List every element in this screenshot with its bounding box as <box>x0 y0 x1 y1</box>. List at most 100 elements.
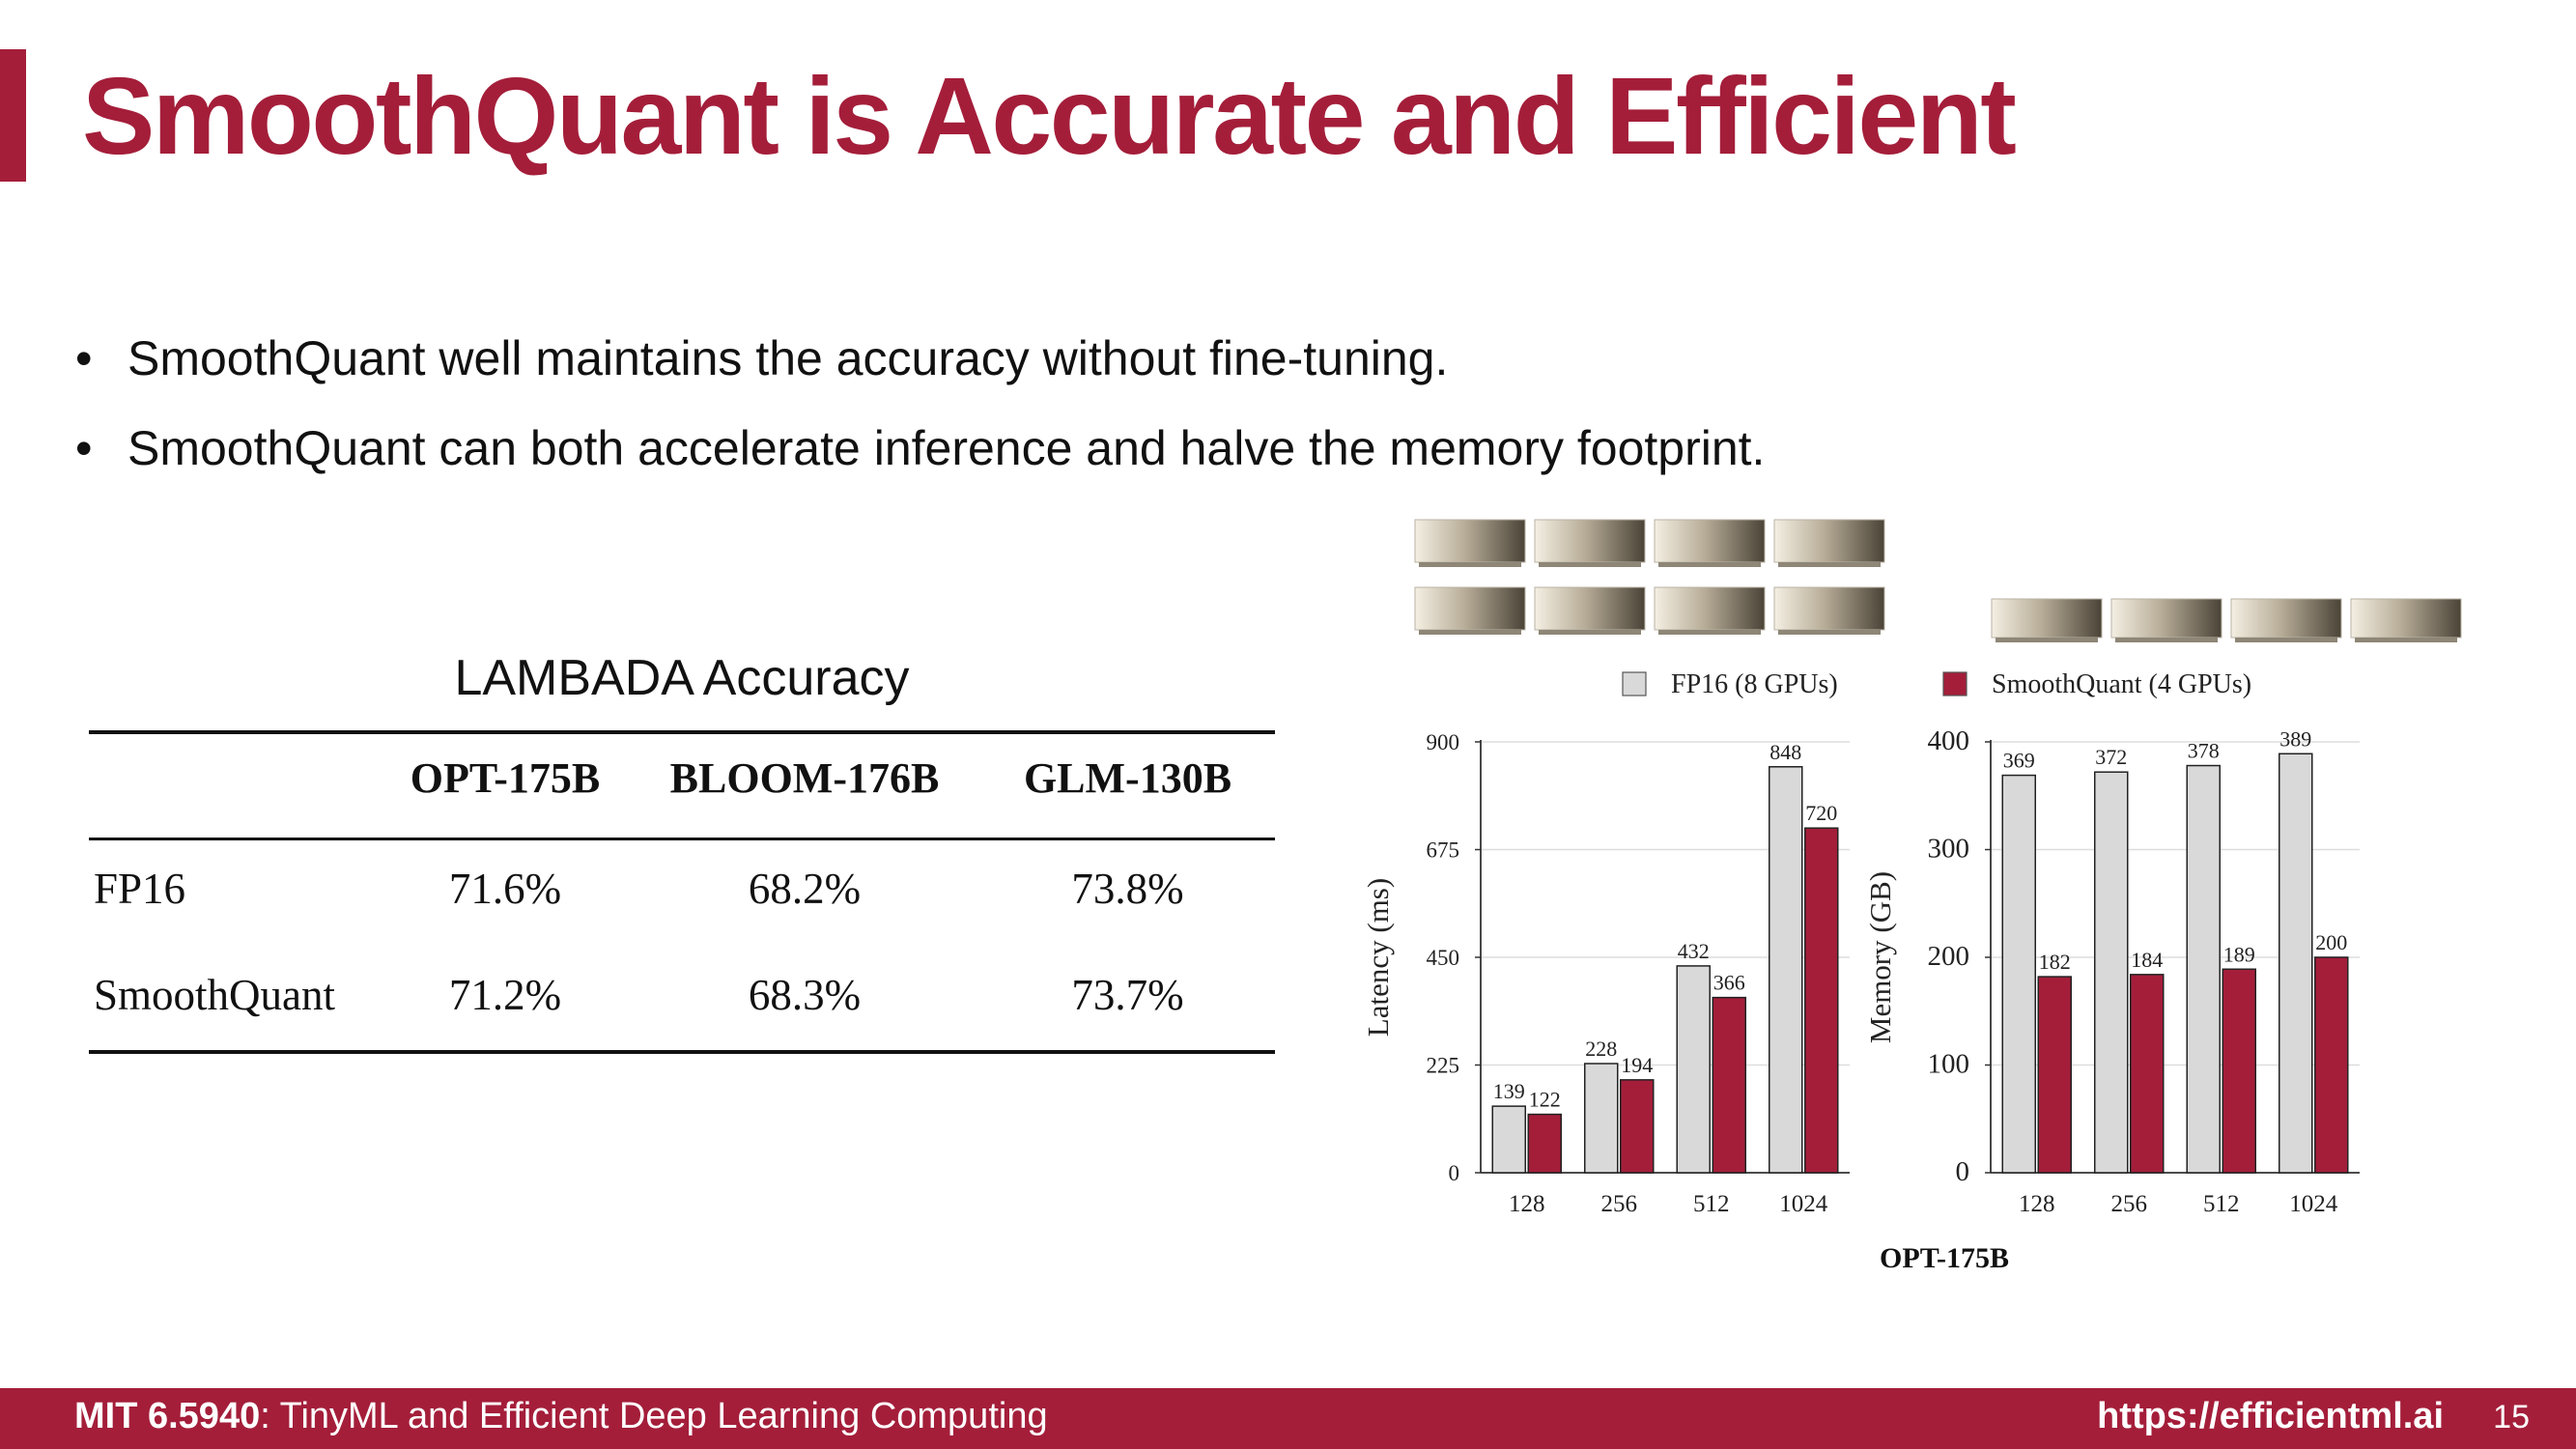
bar-fp16 <box>2186 764 2221 1174</box>
latency-chart: 0 225 450 675 900 Latency (ms) 139 122 128 228194… <box>1361 730 1850 1217</box>
bar-value-label: 182 <box>2039 950 2071 974</box>
x-tick-label: 256 <box>1601 1191 1638 1217</box>
table-cell: 73.7% <box>1071 971 1184 1019</box>
slide-title: SmoothQuant is Accurate and Efficient <box>82 55 2017 177</box>
y-tick-label: 0 <box>1956 1156 1970 1187</box>
bullet-item: SmoothQuant can both accelerate inferenc… <box>75 404 1765 494</box>
bar-smoothquant <box>2222 968 2256 1174</box>
memory-chart: 0 100 200 300 400 Memory (GB) 369 182 128 372 184 2… <box>1863 725 2360 1217</box>
bar-smoothquant <box>1804 827 1839 1174</box>
gpu-card-edge <box>2115 638 2218 642</box>
gpu-card-icon <box>1534 586 1646 631</box>
bar-value-label: 194 <box>1621 1053 1653 1077</box>
table-cell: 68.3% <box>748 971 862 1019</box>
bar-value-label: 369 <box>2003 749 2035 773</box>
y-axis-label: Memory (GB) <box>1863 871 1897 1043</box>
bar-value-label: 378 <box>2188 739 2220 763</box>
table-cell: 71.2% <box>448 971 562 1019</box>
legend-swatch-fp16 <box>1622 671 1647 696</box>
y-tick-label: 200 <box>1928 941 1970 972</box>
gpu-card-edge <box>1419 630 1521 635</box>
gpu-group-fp16-icon <box>1414 519 1885 635</box>
bar-smoothquant <box>2130 974 2165 1174</box>
gpu-card-edge <box>1778 562 1881 567</box>
x-tick-label: 1024 <box>2289 1191 2338 1217</box>
bar-value-label: 389 <box>2279 726 2311 751</box>
gpu-card-icon <box>1654 586 1766 631</box>
table-header-rule <box>89 838 1275 840</box>
x-tick-label: 512 <box>1693 1191 1730 1217</box>
y-tick-label: 900 <box>1427 730 1460 754</box>
bar-fp16 <box>1769 766 1803 1174</box>
bar-smoothquant <box>2314 956 2349 1174</box>
x-tick-label: 512 <box>2203 1191 2240 1217</box>
gpu-card-edge <box>1658 562 1761 567</box>
y-tick-label: 675 <box>1427 838 1460 863</box>
legend-swatch-smoothquant <box>1942 671 1967 696</box>
bar-smoothquant <box>1527 1113 1562 1174</box>
table-cell: 71.6% <box>448 865 562 913</box>
bar-fp16 <box>1676 965 1711 1174</box>
bar-smoothquant <box>1620 1079 1655 1174</box>
bar-value-label: 848 <box>1769 740 1801 764</box>
footer-bar <box>0 1388 2576 1449</box>
bar-smoothquant <box>2037 976 2072 1174</box>
bar-value-label: 122 <box>1529 1088 1561 1112</box>
bar-value-label: 228 <box>1585 1037 1617 1061</box>
table-column-header: BLOOM-176B <box>669 754 940 802</box>
x-tick-label: 256 <box>2111 1191 2148 1217</box>
table-cell: 73.8% <box>1071 865 1184 913</box>
legend-label-smoothquant: SmoothQuant (4 GPUs) <box>1992 669 2251 699</box>
gpu-card-icon <box>2230 598 2342 639</box>
y-tick-label: 225 <box>1427 1054 1460 1078</box>
table-top-rule <box>89 730 1275 734</box>
bar-fp16 <box>2094 771 2129 1174</box>
y-tick-label: 400 <box>1928 725 1970 756</box>
bar-fp16 <box>1584 1063 1619 1174</box>
table-bottom-rule <box>89 1050 1275 1054</box>
y-axis-label: Latency (ms) <box>1361 878 1395 1037</box>
gpu-card-icon <box>2110 598 2222 639</box>
footer-course: MIT 6.5940: TinyML and Efficient Deep Le… <box>74 1396 1048 1437</box>
table-column-header: GLM-130B <box>1023 754 1232 802</box>
gpu-card-edge <box>1539 562 1641 567</box>
bar-value-label: 372 <box>2095 745 2127 769</box>
title-accent-bar <box>0 49 26 182</box>
gpu-card-icon <box>1773 586 1885 631</box>
bar-value-label: 184 <box>2131 948 2163 972</box>
gpu-card-icon <box>1414 586 1526 631</box>
bar-smoothquant <box>1712 996 1746 1174</box>
gpu-card-edge <box>1996 638 2098 642</box>
footer-course-code: MIT 6.5940 <box>74 1396 261 1436</box>
y-tick-label: 450 <box>1427 946 1460 970</box>
bar-value-label: 432 <box>1678 939 1710 963</box>
footer-url[interactable]: https://efficientml.ai <box>2097 1396 2444 1436</box>
bar-fp16 <box>2001 774 2036 1174</box>
chart-legend: FP16 (8 GPUs) SmoothQuant (4 GPUs) <box>1622 669 2251 699</box>
gpu-card-icon <box>1773 519 1885 563</box>
x-tick-label: 128 <box>1509 1191 1545 1217</box>
gpu-card-icon <box>2350 598 2462 639</box>
gpu-card-icon <box>1534 519 1646 563</box>
gpu-card-edge <box>1539 630 1641 635</box>
table-row-label: SmoothQuant <box>94 971 336 1019</box>
page-number: 15 <box>2493 1399 2530 1435</box>
bar-fp16 <box>2279 753 2313 1174</box>
bar-value-label: 200 <box>2315 930 2347 954</box>
bullet-item: SmoothQuant well maintains the accuracy … <box>75 314 1765 404</box>
gpu-card-edge <box>1778 630 1881 635</box>
gpu-card-edge <box>2355 638 2457 642</box>
x-tick-label: 1024 <box>1779 1191 1828 1217</box>
gpu-card-edge <box>1419 562 1521 567</box>
bar-value-label: 139 <box>1493 1079 1525 1103</box>
bar-value-label: 366 <box>1713 971 1745 995</box>
gpu-card-edge <box>2235 638 2337 642</box>
footer-course-name: : TinyML and Efficient Deep Learning Com… <box>260 1396 1048 1436</box>
table-title: LAMBADA Accuracy <box>454 650 910 706</box>
table-cell: 68.2% <box>748 865 862 913</box>
bar-value-label: 189 <box>2223 942 2255 966</box>
y-tick-label: 300 <box>1928 834 1970 865</box>
bar-fp16 <box>1491 1105 1526 1174</box>
gpu-card-icon <box>1414 519 1526 563</box>
gpu-card-icon <box>1991 598 2103 639</box>
